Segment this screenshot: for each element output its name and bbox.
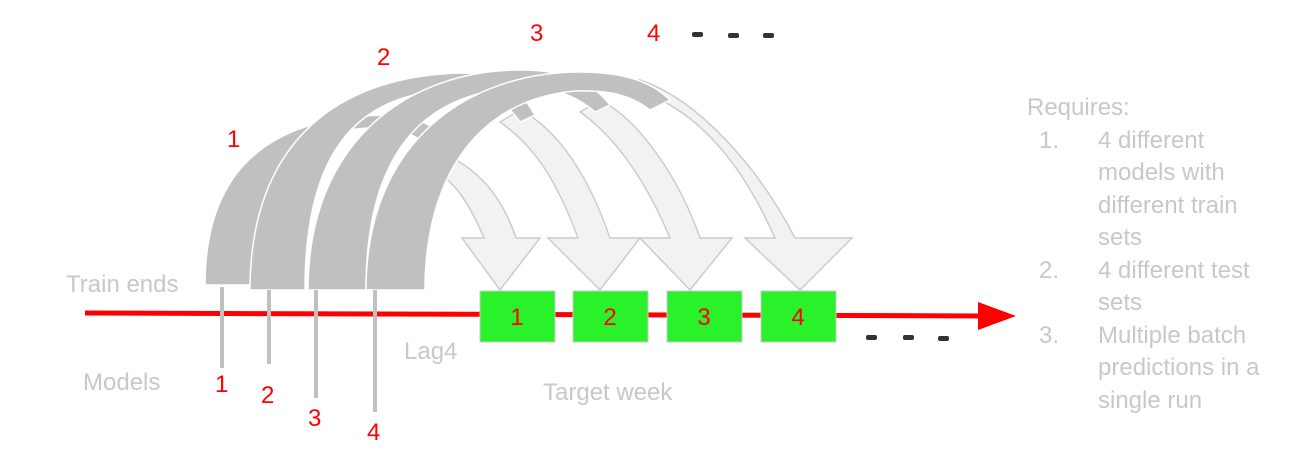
requirement-item: 3. Multiple batch predictions in a singl… [1027, 320, 1315, 418]
arrow-head-1 [429, 149, 542, 292]
timeline-arrowhead [978, 302, 1016, 330]
requirement-line: sets [1098, 289, 1143, 316]
model-number-1: 1 [215, 371, 228, 398]
requirement-text: 4 different models with different train … [1098, 125, 1315, 255]
target-box-3 [666, 290, 743, 343]
target-week-boxes: 1 2 3 4 [479, 290, 837, 343]
target-box-4-label: 4 [791, 304, 804, 331]
target-box-3-label: 3 [697, 304, 710, 331]
arc-number-1: 1 [227, 126, 240, 153]
target-box-4 [760, 290, 837, 343]
requirement-line: single run [1098, 386, 1203, 414]
requirement-number: 3. [1039, 321, 1060, 349]
model-number-2: 2 [261, 382, 274, 409]
requirement-line: predictions in a [1098, 354, 1260, 381]
arc-number-3: 3 [530, 20, 543, 47]
requirements-list: Requires: 1. 4 different models with dif… [1027, 92, 1315, 417]
arrow-head-3 [578, 99, 734, 292]
arrow-head-4 [638, 78, 854, 292]
requirement-number: 1. [1039, 126, 1060, 154]
requirement-line: 4 different [1098, 126, 1205, 154]
requirement-text: 4 different test sets [1098, 255, 1315, 320]
requirement-text: Multiple batch predictions in a single r… [1098, 320, 1315, 418]
requirement-line: sets [1098, 224, 1143, 251]
arc-model-2 [249, 72, 537, 291]
target-box-1-label: 1 [510, 304, 523, 331]
top-ellipsis [692, 32, 774, 38]
arrow-head-2 [498, 109, 642, 292]
requirements-heading: Requires: [1027, 94, 1130, 121]
target-box-1 [479, 290, 556, 343]
arc-model-4 [365, 71, 672, 291]
lag-label: Lag4 [404, 338, 457, 365]
requirement-line: different train [1098, 191, 1238, 219]
model-number-4: 4 [367, 419, 380, 446]
requirement-item: 1. 4 different models with different tra… [1027, 125, 1315, 255]
requirement-line: models with [1098, 159, 1225, 186]
model-ticks [220, 287, 377, 412]
target-week-label: Target week [543, 379, 673, 406]
requirement-item: 2. 4 different test sets [1027, 255, 1315, 320]
timeline-ellipsis [866, 335, 949, 341]
models-label: Models [83, 369, 160, 396]
target-box-2 [572, 290, 649, 343]
arc-number-2: 2 [377, 44, 390, 71]
arc-number-4: 4 [647, 20, 660, 47]
model-number-3: 3 [308, 405, 321, 432]
train-ends-label: Train ends [66, 271, 179, 298]
requirement-line: 4 different test [1098, 256, 1250, 284]
arc-model-3 [307, 69, 612, 291]
requirement-line: Multiple batch [1098, 321, 1247, 349]
requirement-number: 2. [1039, 256, 1060, 284]
target-box-2-label: 2 [603, 304, 616, 331]
